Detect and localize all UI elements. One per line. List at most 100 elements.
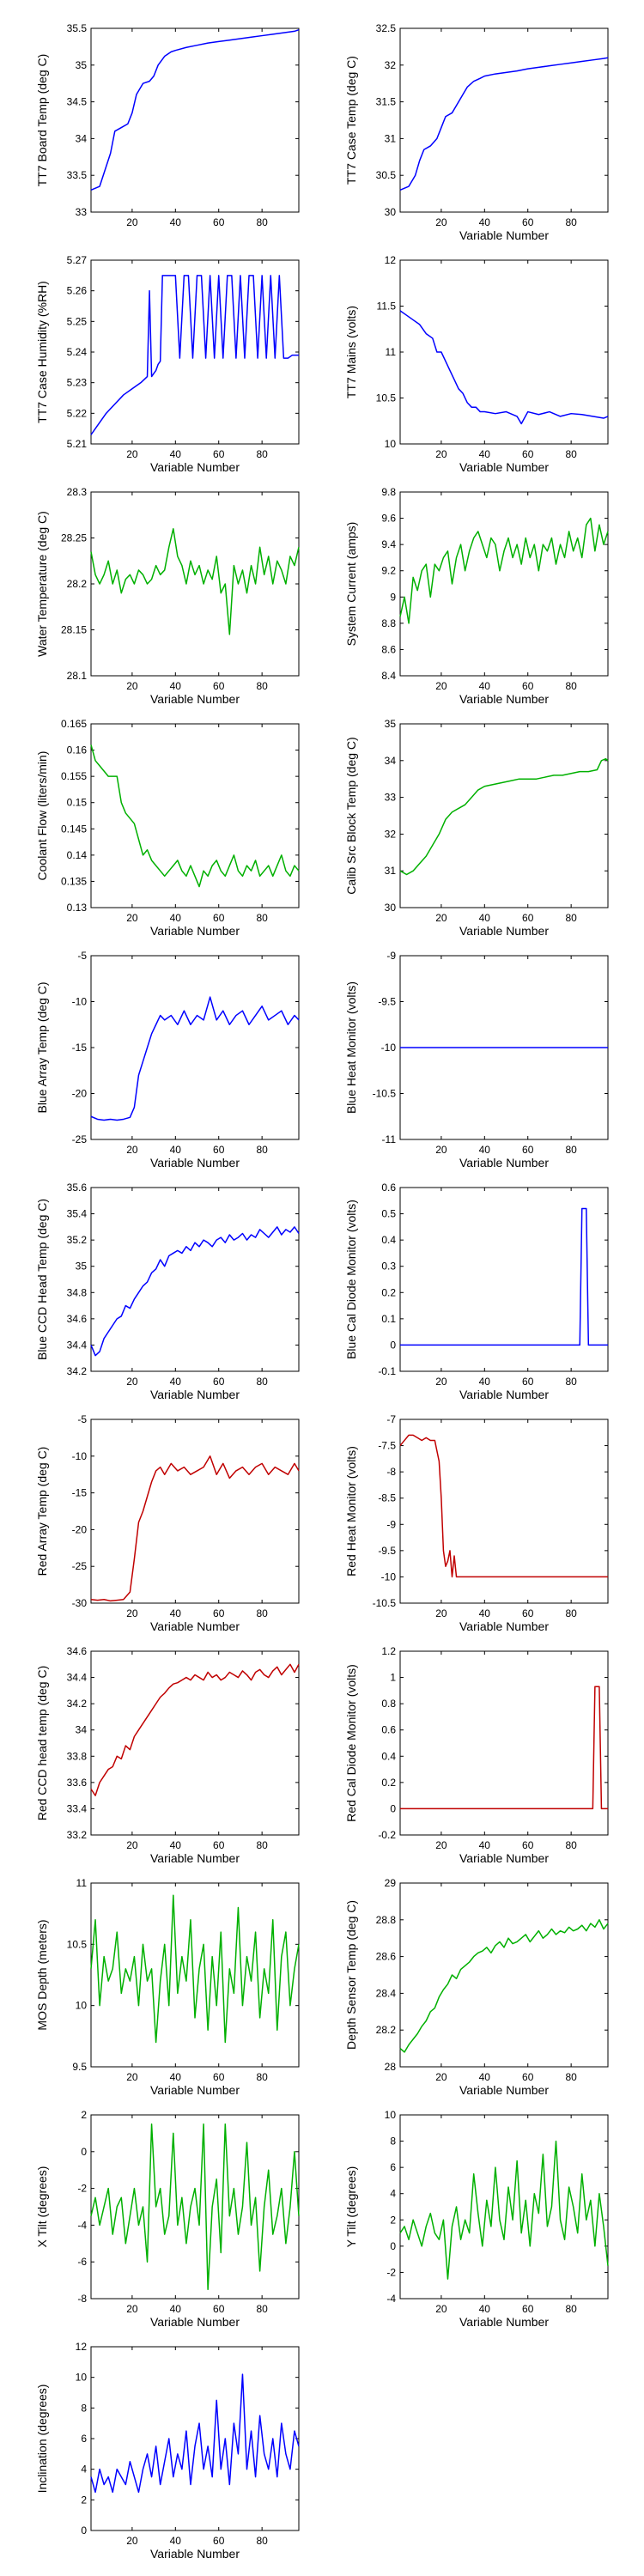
x-tick-label: 60 <box>522 1839 534 1851</box>
y-tick-label: 34.4 <box>67 1339 88 1351</box>
x-tick-label: 40 <box>479 1144 491 1156</box>
y-axis-label: Red Array Temp (deg C) <box>35 1447 49 1577</box>
y-tick-label: 33.6 <box>67 1777 88 1789</box>
y-tick-label: 30 <box>385 902 397 914</box>
y-tick-label: -7 <box>386 1413 396 1425</box>
axes-box <box>90 955 300 1140</box>
y-tick-label: 8.8 <box>381 617 396 629</box>
y-axis-label: Blue Cal Diode Monitor (volts) <box>344 1200 358 1359</box>
x-tick-label: 60 <box>522 1607 534 1619</box>
y-tick-label: 34.6 <box>67 1645 88 1657</box>
x-tick-label: 80 <box>256 448 268 460</box>
x-tick-label: 60 <box>213 448 225 460</box>
y-tick-label: 0.155 <box>61 770 87 782</box>
chart-panel-4: 10 10.5 11 11.5 12 20 40 60 80 Variable Number TT7… <box>344 254 609 474</box>
x-tick-label: 20 <box>435 680 447 692</box>
y-tick-label: 5.21 <box>67 438 88 450</box>
x-tick-label: 60 <box>522 448 534 460</box>
x-tick-label: 80 <box>565 912 577 924</box>
x-tick-label: 20 <box>126 1607 138 1619</box>
x-tick-label: 40 <box>170 2071 182 2083</box>
data-series-line <box>90 996 300 1121</box>
y-tick-label: 28.3 <box>67 486 88 498</box>
axes-box <box>399 491 609 677</box>
y-axis-label: Y Tilt (degrees) <box>344 2166 358 2248</box>
x-tick-label: 60 <box>213 1839 225 1851</box>
y-tick-label: 32 <box>385 59 397 71</box>
data-series-line <box>90 2123 300 2291</box>
x-tick-label: 60 <box>522 2071 534 2083</box>
y-tick-label: 35.5 <box>67 22 88 34</box>
data-series-line <box>90 1663 300 1796</box>
x-tick-label: 60 <box>522 2303 534 2315</box>
y-tick-label: -9.5 <box>378 1545 396 1557</box>
y-tick-label: 34 <box>76 1724 88 1736</box>
y-tick-label: 28.8 <box>376 1914 397 1926</box>
y-tick-label: 30.5 <box>376 169 397 181</box>
x-tick-label: 20 <box>126 448 138 460</box>
y-axis-label: MOS Depth (meters) <box>35 1919 49 2030</box>
x-tick-label: 80 <box>256 2303 268 2315</box>
y-tick-label: 0.4 <box>381 1750 396 1762</box>
axes-box <box>90 27 300 213</box>
y-tick-label: 0 <box>390 1339 396 1351</box>
y-tick-label: -20 <box>72 1088 88 1100</box>
y-tick-label: 8 <box>81 2402 87 2414</box>
x-tick-label: 80 <box>565 1839 577 1851</box>
y-tick-label: 34.2 <box>67 1698 88 1710</box>
y-tick-label: 31.5 <box>376 96 397 108</box>
x-axis-label: Variable Number <box>459 692 549 706</box>
y-tick-label: 0.15 <box>67 797 88 809</box>
x-tick-label: 80 <box>256 1839 268 1851</box>
y-tick-label: 2 <box>81 2109 87 2121</box>
y-tick-label: 30 <box>385 206 397 218</box>
y-tick-label: -8 <box>386 1466 396 1478</box>
y-tick-label: 6 <box>390 2161 396 2173</box>
chart-panel-2: 30 30.5 31 31.5 32 32.5 20 40 60 80 Variable Numbe… <box>344 22 609 242</box>
x-tick-label: 80 <box>565 2071 577 2083</box>
chart-panel-7: 0.13 0.135 0.14 0.145 0.15 0.155 0.16 0.165 20 40… <box>35 718 300 938</box>
y-tick-label: 10.5 <box>67 1938 88 1950</box>
chart-panel-3: 5.21 5.22 5.23 5.24 5.25 5.26 5.27 20 40 60 80 Vari… <box>35 254 300 474</box>
chart-panel-1: 33 33.5 34 34.5 35 35.5 20 40 60 80 TT7 Board Temp… <box>35 22 300 228</box>
y-tick-label: 8 <box>390 2136 396 2148</box>
y-axis-label: Water Temperature (deg C) <box>35 511 49 657</box>
y-tick-label: 11 <box>76 1877 88 1889</box>
data-series-line <box>90 1455 300 1602</box>
y-tick-label: 5.25 <box>67 315 88 327</box>
y-tick-label: 34.5 <box>67 96 88 108</box>
x-axis-label: Variable Number <box>459 1156 549 1170</box>
y-tick-label: 9.5 <box>72 2061 87 2073</box>
y-tick-label: -4 <box>386 2293 396 2305</box>
axes-box <box>399 259 609 445</box>
y-tick-label: -9 <box>386 950 396 962</box>
axes-box <box>399 1650 609 1836</box>
x-axis-label: Variable Number <box>459 1851 549 1865</box>
data-series-line <box>90 1894 300 2044</box>
x-tick-label: 40 <box>479 1839 491 1851</box>
x-tick-label: 80 <box>565 1144 577 1156</box>
y-tick-label: -9 <box>386 1518 396 1530</box>
y-tick-label: 32 <box>385 828 397 840</box>
y-tick-label: 8.6 <box>381 643 396 655</box>
x-tick-label: 40 <box>170 680 182 692</box>
y-tick-label: -30 <box>72 1597 88 1609</box>
x-tick-label: 80 <box>256 2535 268 2547</box>
y-axis-label: Red Cal Diode Monitor (volts) <box>344 1664 358 1822</box>
x-axis-label: Variable Number <box>150 1388 240 1401</box>
x-axis-label: Variable Number <box>150 2315 240 2329</box>
y-tick-label: 28.4 <box>376 1987 397 1999</box>
y-tick-label: 10 <box>385 438 397 450</box>
y-tick-label: 0.6 <box>381 1182 396 1194</box>
x-tick-label: 60 <box>213 2535 225 2547</box>
y-axis-label: Coolant Flow (liters/min) <box>35 751 49 881</box>
y-tick-label: 10 <box>76 2372 88 2384</box>
x-tick-label: 40 <box>479 216 491 228</box>
y-tick-label: 35.2 <box>67 1234 88 1246</box>
x-axis-label: Variable Number <box>150 1851 240 1865</box>
x-tick-label: 20 <box>126 1144 138 1156</box>
y-axis-label: Inclination (degrees) <box>35 2385 49 2494</box>
data-series-line <box>400 1207 608 1346</box>
y-tick-label: 9.8 <box>381 486 396 498</box>
x-tick-label: 20 <box>126 680 138 692</box>
